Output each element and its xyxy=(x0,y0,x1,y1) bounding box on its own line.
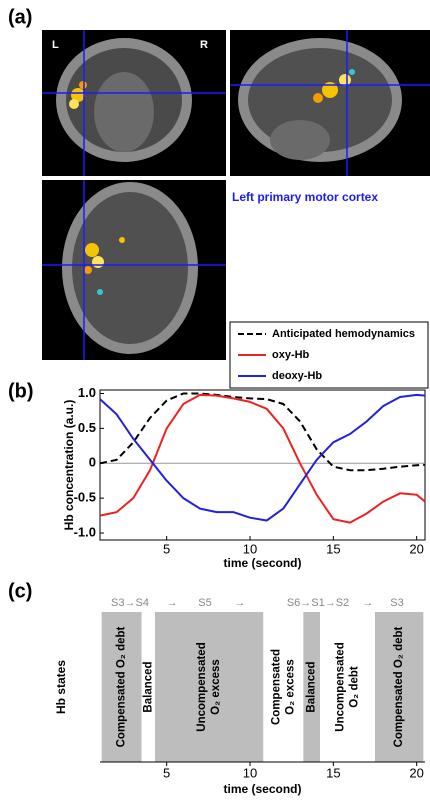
y-axis-label: Hb states xyxy=(54,660,68,714)
transition-label: S3→S4 xyxy=(111,597,149,609)
y-tick-label: -0.5 xyxy=(74,490,96,505)
image-label: R xyxy=(200,39,208,51)
panel-label: (b) xyxy=(8,380,34,402)
state-segment xyxy=(320,612,375,762)
series-line xyxy=(99,392,426,472)
legend-label: deoxy-Hb xyxy=(272,370,322,382)
y-tick-label: 1.0 xyxy=(78,385,96,400)
state-segment xyxy=(155,612,264,762)
image-label: L xyxy=(52,39,59,51)
x-tick-label: 20 xyxy=(409,765,423,780)
transition-label: → xyxy=(235,597,246,609)
state-label: Compensated O₂ debt xyxy=(393,626,405,747)
x-axis-label: time (second) xyxy=(223,782,301,796)
legend-label: Anticipated hemodynamics xyxy=(272,328,415,340)
x-tick-label: 10 xyxy=(243,765,257,780)
x-tick-label: 5 xyxy=(163,765,170,780)
series-line xyxy=(99,393,426,522)
state-label: Balanced xyxy=(306,661,318,712)
transition-label: S5 xyxy=(198,597,211,609)
y-tick-label: -1.0 xyxy=(74,524,96,539)
state-label: Compensated xyxy=(270,649,282,725)
state-label: O₂ excess xyxy=(210,659,222,715)
state-label: Compensated O₂ debt xyxy=(116,626,128,747)
caption: Left primary motor cortex xyxy=(232,190,378,204)
legend-label: oxy-Hb xyxy=(272,349,310,361)
transition-label: → xyxy=(363,597,374,609)
state-label: O₂ debt xyxy=(349,666,361,708)
state-label: O₂ excess xyxy=(284,659,296,715)
state-segment xyxy=(141,612,155,762)
x-tick-label: 5 xyxy=(163,541,170,556)
y-tick-label: 0 xyxy=(89,455,96,470)
state-label: Uncompensated xyxy=(335,642,347,731)
x-axis-label: time (second) xyxy=(223,556,301,570)
transition-label: S6→S1→S2 xyxy=(287,597,349,609)
state-segment xyxy=(101,612,142,762)
y-tick-label: 0.5 xyxy=(78,420,96,435)
state-label: Balanced xyxy=(142,661,154,712)
state-segment xyxy=(263,612,304,762)
x-tick-label: 15 xyxy=(326,765,340,780)
state-label: Uncompensated xyxy=(196,642,208,731)
state-segment xyxy=(375,612,424,762)
series-line xyxy=(99,393,426,524)
transition-label: S3 xyxy=(390,597,403,609)
x-tick-label: 10 xyxy=(243,541,257,556)
transition-label: → xyxy=(167,597,178,609)
x-tick-label: 15 xyxy=(326,541,340,556)
panel-label: (a) xyxy=(8,6,32,28)
panel-label: (c) xyxy=(8,580,32,602)
x-tick-label: 20 xyxy=(409,541,423,556)
brain-images xyxy=(42,30,430,360)
state-segment xyxy=(303,612,320,762)
y-axis-label: Hb concentration (a.u.) xyxy=(62,400,76,531)
